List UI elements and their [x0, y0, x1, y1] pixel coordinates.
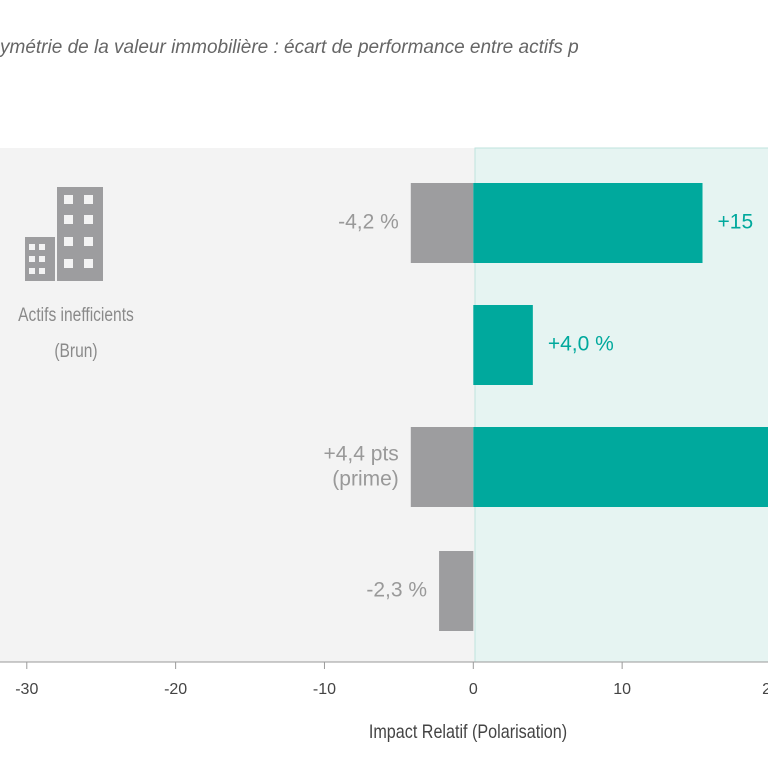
bar — [410, 427, 474, 507]
x-tick-label: -10 — [313, 681, 336, 698]
panel-label: Actifs inefficients — [18, 304, 134, 326]
chart-title: ymétrie de la valeur immobilière : écart… — [0, 37, 579, 58]
x-tick-label: -20 — [164, 681, 187, 698]
value-label: -2,3 % — [366, 579, 427, 602]
annotation: (prime) — [332, 468, 399, 491]
x-tick-label: 10 — [613, 681, 631, 698]
x-tick-label: -30 — [15, 681, 38, 698]
building-icon — [25, 187, 103, 281]
panel-label: (Brun) — [54, 340, 97, 362]
x-axis-label: Impact Relatif (Polarisation) — [369, 721, 567, 743]
bar — [473, 305, 533, 385]
value-label: +4,0 % — [548, 333, 614, 356]
bar — [473, 183, 703, 263]
bar — [473, 427, 768, 507]
x-tick-label: 20 — [762, 681, 768, 698]
bar — [439, 551, 474, 631]
x-tick-label: 0 — [469, 681, 478, 698]
annotation: +4,4 pts — [323, 443, 398, 466]
value-label: -4,2 % — [338, 211, 399, 234]
value-label: +15 — [718, 211, 754, 234]
bar — [410, 183, 474, 263]
